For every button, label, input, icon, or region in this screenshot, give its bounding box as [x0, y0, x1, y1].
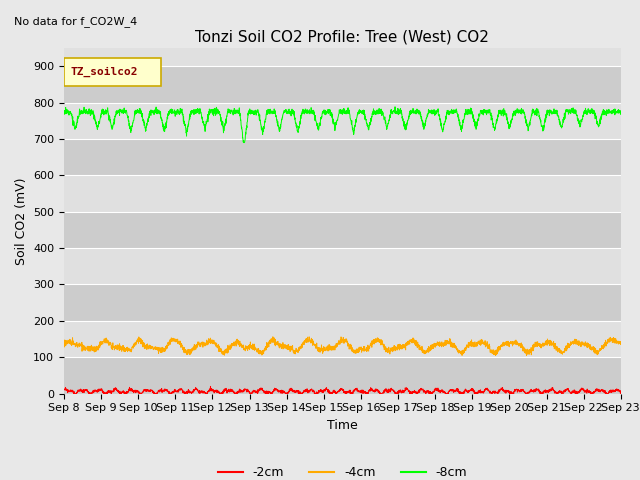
Bar — [64, 248, 621, 285]
Text: TZ_soilco2: TZ_soilco2 — [70, 66, 138, 77]
Bar — [64, 66, 621, 103]
Bar — [64, 103, 621, 139]
Text: No data for f_CO2W_4: No data for f_CO2W_4 — [14, 16, 137, 27]
Bar — [64, 321, 621, 357]
X-axis label: Time: Time — [327, 419, 358, 432]
Bar — [64, 175, 621, 212]
Bar — [64, 357, 621, 394]
Bar — [64, 139, 621, 175]
Bar — [64, 212, 621, 248]
Bar — [64, 285, 621, 321]
Legend: -2cm, -4cm, -8cm: -2cm, -4cm, -8cm — [212, 461, 472, 480]
FancyBboxPatch shape — [64, 59, 161, 86]
Title: Tonzi Soil CO2 Profile: Tree (West) CO2: Tonzi Soil CO2 Profile: Tree (West) CO2 — [195, 29, 490, 44]
Y-axis label: Soil CO2 (mV): Soil CO2 (mV) — [15, 177, 28, 264]
